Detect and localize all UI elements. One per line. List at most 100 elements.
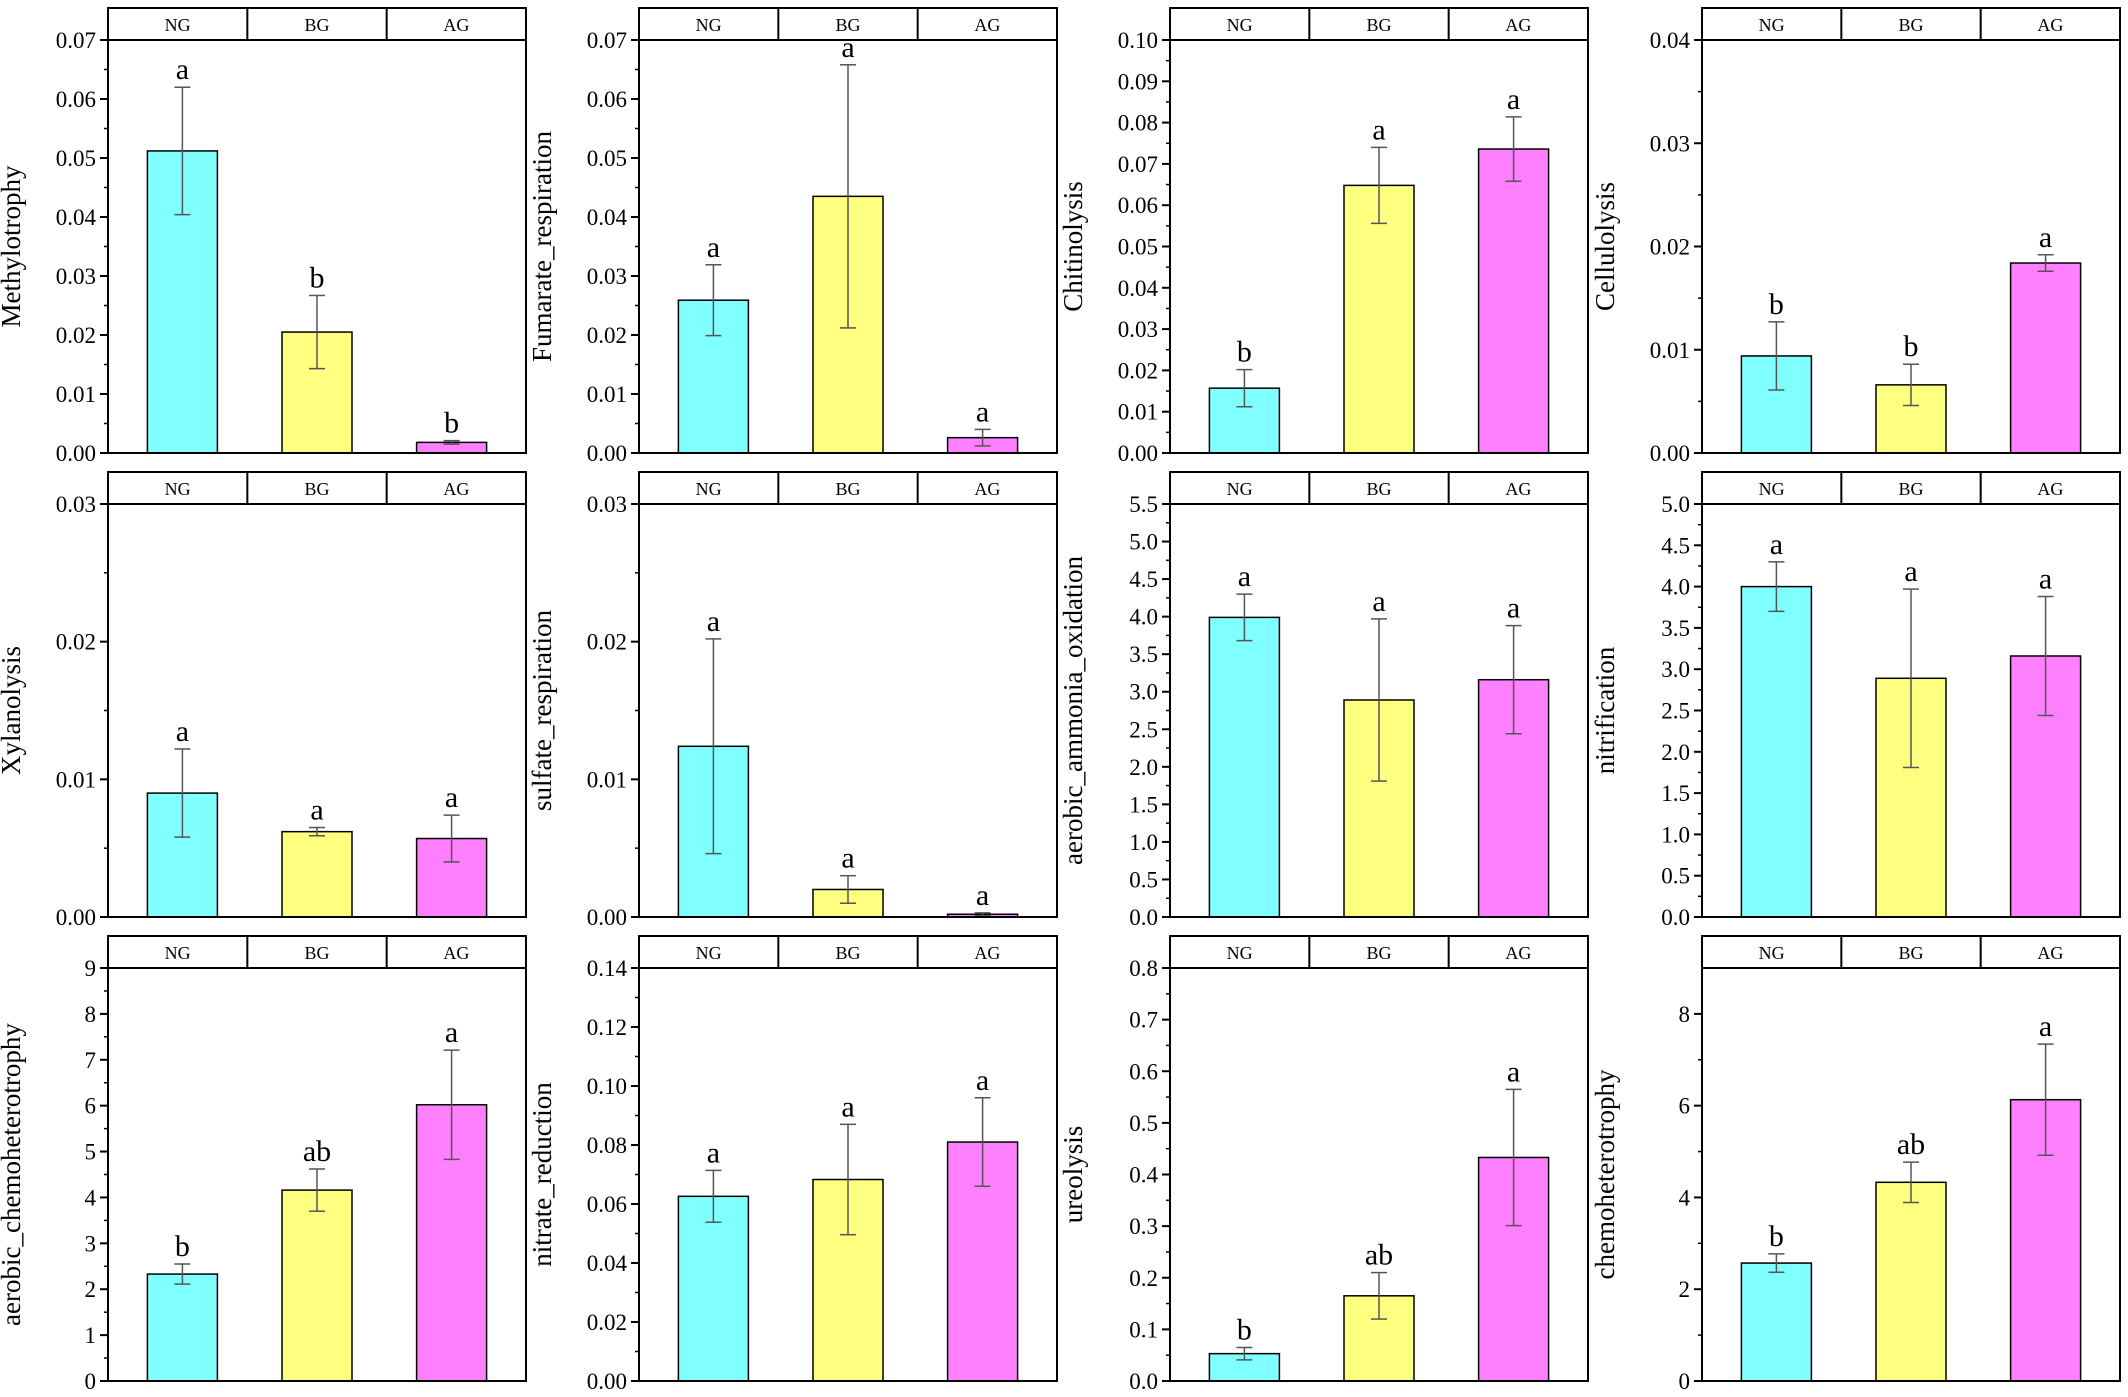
chart-panel-6: NG BG AG a a a 0.00 0.01 0.02 0.03 sulfate_respira…	[527, 471, 1058, 930]
panel-header	[107, 471, 527, 505]
significance-letter-ag: a	[1507, 83, 1520, 116]
y-tick-label: 0.00	[587, 905, 627, 930]
y-tick-label: 0.07	[56, 28, 96, 53]
header-label-ng: NG	[696, 479, 722, 499]
y-axis-label: Methylotrophy	[0, 165, 26, 327]
y-tick-label: 0.10	[1118, 28, 1158, 53]
y-tick-label: 0.0	[1661, 905, 1690, 930]
significance-letter-ng: a	[707, 1136, 720, 1169]
y-tick-label: 0.00	[587, 441, 627, 466]
panel-header	[1169, 7, 1589, 41]
chart-panel-4: NG BG AG b b a 0.00 0.01 0.02 0.03 0.04 Cellulolysi…	[1590, 7, 2121, 466]
y-tick-label: 5.5	[1129, 492, 1158, 517]
y-tick-label: 0.04	[56, 205, 97, 230]
y-tick-label: 0.03	[587, 492, 627, 517]
bar-ng	[146, 1273, 219, 1382]
y-axis-label: Chitinolysis	[1058, 181, 1088, 312]
y-tick-label: 0.02	[587, 630, 627, 655]
significance-letter-ag: b	[444, 407, 459, 440]
y-tick-label: 0.06	[587, 1192, 627, 1217]
y-tick-label: 0.03	[56, 492, 96, 517]
header-label-bg: BG	[835, 479, 860, 499]
y-tick-label: 2	[85, 1277, 97, 1302]
header-label-bg: BG	[1898, 479, 1923, 499]
y-tick-label: 3	[85, 1231, 97, 1256]
header-label-ag: AG	[2037, 15, 2063, 35]
y-tick-label: 8	[85, 1002, 97, 1027]
bar-bg	[281, 830, 353, 918]
header-label-ng: NG	[1227, 15, 1253, 35]
y-tick-label: 4	[1679, 1185, 1691, 1210]
header-label-ag: AG	[1505, 479, 1531, 499]
y-tick-label: 0.5	[1129, 1111, 1158, 1136]
chart-panel-1: NG BG AG a b b 0.00 0.01 0.02 0.03 0.04 0.05 0.06 0.0…	[0, 7, 527, 466]
y-axis-label: Cellulolysis	[1590, 182, 1620, 311]
y-tick-label: 0.03	[56, 264, 96, 289]
panel-header	[638, 7, 1058, 41]
header-label-ng: NG	[1759, 479, 1785, 499]
y-tick-label: 3.0	[1661, 657, 1690, 682]
panel-header	[1701, 7, 2121, 41]
header-label-ag: AG	[1505, 15, 1531, 35]
header-label-bg: BG	[1366, 479, 1391, 499]
significance-letter-ng: a	[707, 605, 720, 638]
header-label-bg: BG	[1366, 15, 1391, 35]
y-axis-label: sulfate_respiration	[527, 610, 557, 811]
y-tick-label: 0.0	[1129, 905, 1158, 930]
significance-letter-bg: b	[1904, 330, 1919, 363]
y-tick-label: 0.02	[587, 323, 627, 348]
panel-header	[1701, 471, 2121, 505]
y-tick-label: 0.5	[1661, 864, 1690, 889]
y-tick-label: 0.04	[1650, 28, 1691, 53]
y-tick-label: 5.0	[1661, 492, 1690, 517]
significance-letter-ng: b	[1769, 1220, 1784, 1253]
significance-letter-ag: a	[2039, 563, 2052, 596]
y-tick-label: 0.6	[1129, 1059, 1158, 1084]
significance-letter-ng: a	[1770, 528, 1783, 561]
header-label-ng: NG	[1759, 15, 1785, 35]
significance-letter-bg: ab	[1897, 1128, 1925, 1161]
bar-ng	[1740, 585, 1813, 918]
header-label-ng: NG	[165, 479, 191, 499]
bar-ag	[2009, 262, 2082, 454]
chart-panel-7: NG BG AG a a a 0.0 0.5 1.0 1.5 2.0 2.5 3.0 3.5 4.0 4.5 5…	[1058, 471, 1589, 930]
significance-letter-ag: a	[1507, 592, 1520, 625]
header-label-ng: NG	[1759, 943, 1785, 963]
header-label-ng: NG	[696, 15, 722, 35]
y-tick-label: 0.01	[587, 767, 627, 792]
y-tick-label: 4.5	[1661, 533, 1690, 558]
header-label-ag: AG	[443, 943, 469, 963]
significance-letter-ag: a	[1507, 1055, 1520, 1088]
panel-header	[107, 935, 527, 969]
y-tick-label: 0.09	[1118, 69, 1158, 94]
y-tick-label: 0.06	[1118, 193, 1158, 218]
y-tick-label: 0.05	[1118, 235, 1158, 260]
header-label-ng: NG	[1227, 943, 1253, 963]
significance-letter-bg: b	[310, 261, 325, 294]
significance-letter-ng: a	[707, 231, 720, 264]
significance-letter-ng: b	[1237, 336, 1252, 369]
y-tick-label: 7	[85, 1048, 97, 1073]
header-label-ag: AG	[974, 479, 1000, 499]
y-tick-label: 0.00	[587, 1369, 627, 1394]
bar-ng	[1208, 616, 1281, 918]
y-tick-label: 0.07	[587, 28, 627, 53]
y-axis-label: chemoheterotrophy	[1590, 1069, 1620, 1279]
header-label-bg: BG	[304, 943, 329, 963]
panel-header	[1169, 935, 1589, 969]
y-tick-label: 0.01	[1118, 400, 1158, 425]
header-label-bg: BG	[1898, 15, 1923, 35]
significance-letter-bg: a	[841, 1090, 854, 1123]
significance-letter-ng: a	[176, 53, 189, 86]
y-tick-label: 8	[1679, 1002, 1691, 1027]
chart-panel-9: NG BG AG b ab a 0 1 2 3 4 5 6 7 8 9 aerobic_chemoheterot…	[0, 935, 527, 1394]
y-tick-label: 0.02	[56, 323, 96, 348]
panel-header	[1169, 471, 1589, 505]
y-tick-label: 4.0	[1661, 575, 1690, 600]
y-tick-label: 1.0	[1129, 830, 1158, 855]
significance-letter-ag: a	[445, 1016, 458, 1049]
header-label-ag: AG	[443, 15, 469, 35]
header-label-ag: AG	[974, 943, 1000, 963]
y-tick-label: 5	[85, 1140, 97, 1165]
